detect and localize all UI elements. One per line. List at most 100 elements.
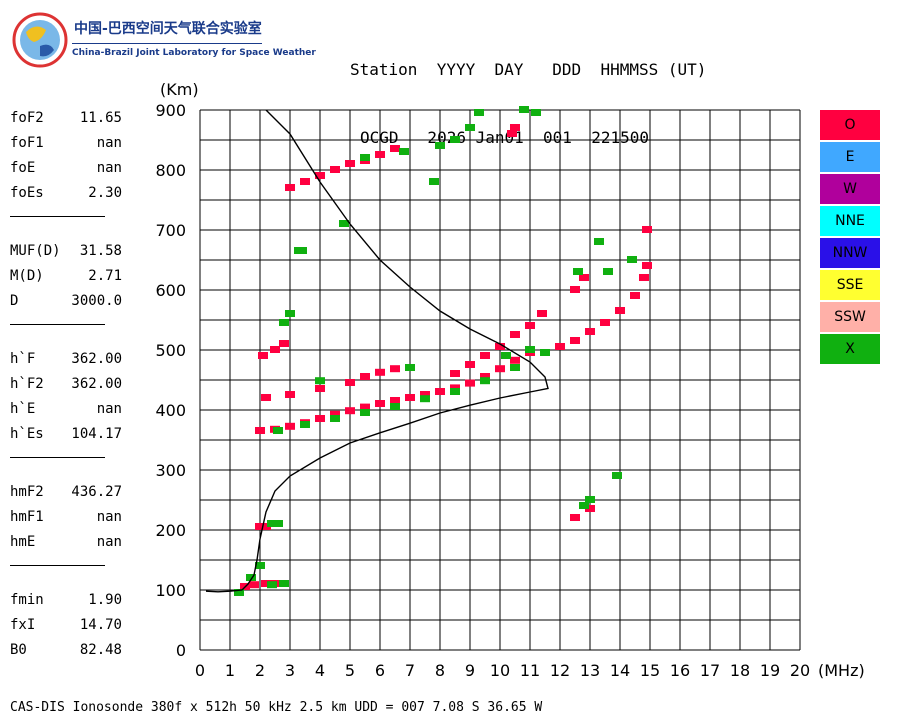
y-axis-label: (Km) — [160, 80, 199, 99]
param-row: fmin 1.90 — [10, 590, 130, 615]
param-key: foE — [10, 160, 36, 176]
legend-item-nnw: NNW — [820, 238, 880, 268]
x-tick-label: 9 — [465, 661, 475, 680]
echo-point-o — [510, 124, 520, 131]
param-value: 1.90 — [88, 592, 122, 608]
param-row: foEs 2.30 — [10, 183, 130, 208]
echo-point-x — [429, 178, 439, 185]
echo-point-x — [405, 364, 415, 371]
logo-divider — [72, 43, 262, 44]
electron-density-profile — [205, 109, 549, 593]
echo-point-o — [585, 505, 595, 512]
echo-point-x — [399, 148, 409, 155]
param-row: h`F 362.00 — [10, 349, 130, 374]
echo-point-o — [630, 292, 640, 299]
echo-point-x — [267, 520, 277, 527]
echo-point-x — [285, 310, 295, 317]
x-tick-label: 16 — [670, 661, 690, 680]
legend-label: W — [843, 181, 857, 197]
echo-point-o — [315, 385, 325, 392]
param-row: M(D) 2.71 — [10, 266, 130, 291]
echo-point-x — [450, 136, 460, 143]
x-tick-label: 2 — [255, 661, 265, 680]
y-tick-label: 800 — [155, 161, 186, 180]
param-row: h`Es 104.17 — [10, 424, 130, 449]
echo-point-o — [345, 379, 355, 386]
echo-point-o — [390, 145, 400, 152]
echo-point-x — [435, 142, 445, 149]
param-value: 14.70 — [79, 617, 122, 633]
legend-label: SSE — [836, 277, 864, 293]
echo-point-x — [297, 247, 307, 254]
echo-point-o — [315, 415, 325, 422]
param-row: hmF2 436.27 — [10, 482, 130, 507]
echo-point-x — [594, 238, 604, 245]
param-row: MUF(D) 31.58 — [10, 241, 130, 266]
echo-point-o — [510, 356, 520, 364]
chart-marks — [234, 106, 652, 596]
echo-point-o — [420, 391, 430, 398]
param-key: M(D) — [10, 268, 44, 284]
param-value: nan — [96, 534, 122, 550]
y-tick-label: 900 — [155, 101, 186, 120]
echo-point-o — [642, 262, 652, 269]
x-tick-label: 15 — [640, 661, 660, 680]
echo-point-x — [390, 403, 400, 410]
param-key: fxI — [10, 617, 36, 633]
echo-point-o — [285, 391, 295, 398]
echo-point-o — [495, 365, 505, 373]
parameter-panel: foF2 11.65 foF1 nan foE nan foEs 2.30 MUF(D)… — [10, 108, 130, 665]
echo-point-o — [375, 368, 385, 376]
param-key: h`E — [10, 401, 36, 417]
echo-point-x — [474, 109, 484, 116]
param-key: fmin — [10, 592, 44, 608]
param-row: hmF1 nan — [10, 507, 130, 532]
echo-point-o — [375, 400, 385, 407]
legend-label: O — [844, 117, 856, 133]
echo-point-x — [603, 268, 613, 275]
echo-point-x — [627, 256, 637, 263]
param-key: h`F — [10, 351, 36, 367]
echo-point-x — [246, 574, 256, 581]
x-tick-label: 19 — [760, 661, 780, 680]
x-tick-label: 6 — [375, 661, 385, 680]
echo-point-x — [540, 349, 550, 356]
echo-point-o — [261, 394, 271, 401]
param-value: 11.65 — [79, 110, 122, 126]
x-tick-label: 11 — [520, 661, 540, 680]
y-tick-label: 100 — [155, 581, 186, 600]
param-separator — [10, 216, 105, 217]
echo-point-x — [531, 109, 541, 116]
chart-grid — [199, 109, 801, 651]
echo-point-o — [330, 166, 340, 173]
echo-point-o — [600, 319, 610, 326]
echo-point-x — [267, 581, 277, 589]
echo-point-o — [465, 379, 475, 387]
legend-item-nne: NNE — [820, 206, 880, 236]
echo-point-o — [465, 361, 475, 368]
legend-item-w: W — [820, 174, 880, 204]
echo-point-o — [579, 274, 589, 281]
echo-point-o — [315, 172, 325, 179]
param-value: 31.58 — [79, 243, 122, 259]
echo-point-o — [450, 370, 460, 377]
echo-point-x — [315, 377, 325, 385]
param-key: hmF1 — [10, 509, 44, 525]
x-tick-label: 20 — [790, 661, 810, 680]
echo-point-o — [345, 407, 355, 415]
param-key: foF2 — [10, 110, 44, 126]
param-value: 104.17 — [71, 426, 122, 442]
legend-label: NNW — [832, 245, 868, 261]
x-tick-label: 3 — [285, 661, 295, 680]
param-key: foEs — [10, 185, 44, 201]
legend-label: E — [845, 149, 855, 165]
echo-point-x — [510, 364, 520, 371]
echo-point-o — [570, 514, 580, 521]
echo-point-o — [570, 286, 580, 293]
param-row: D 3000.0 — [10, 291, 130, 316]
param-value: nan — [96, 509, 122, 525]
param-key: hmE — [10, 534, 36, 550]
echo-point-o — [570, 337, 580, 344]
echo-point-x — [465, 124, 475, 131]
